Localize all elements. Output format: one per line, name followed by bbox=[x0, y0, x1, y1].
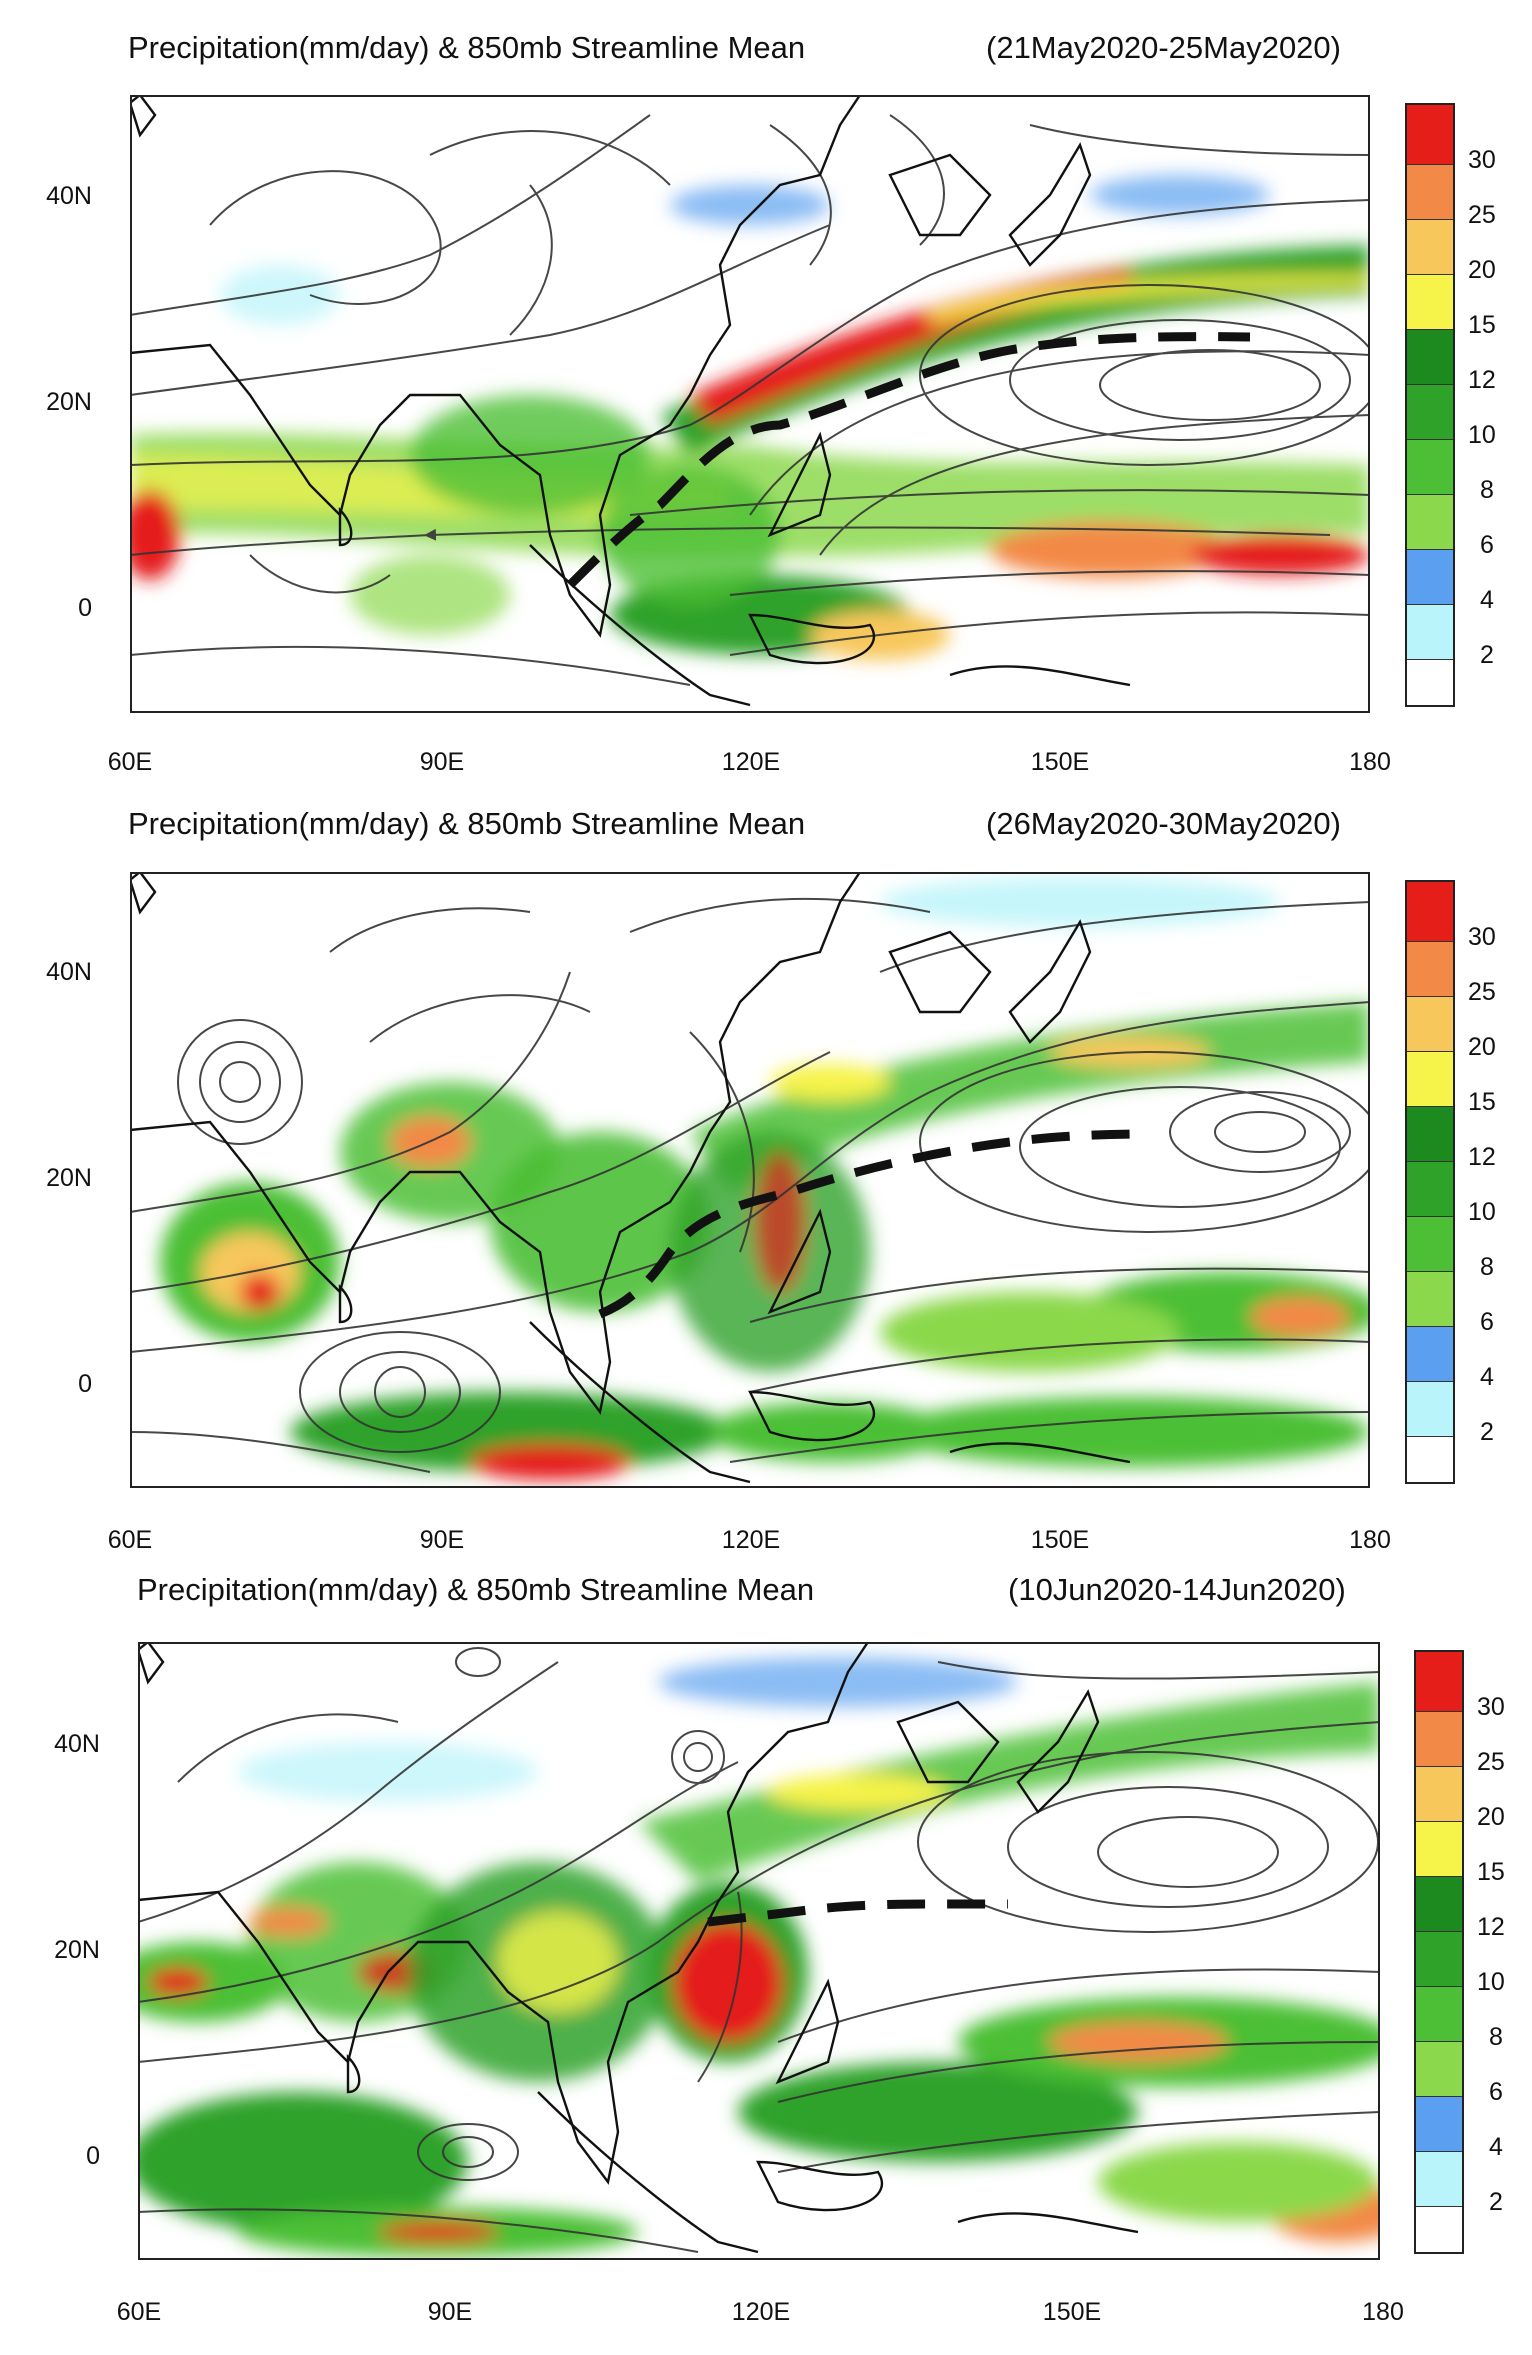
colorbar-label: 6 bbox=[1480, 1308, 1494, 1336]
colorbar bbox=[1405, 880, 1455, 1484]
colorbar-label: 10 bbox=[1468, 1198, 1496, 1226]
colorbar-label: 30 bbox=[1468, 146, 1496, 174]
map-frame bbox=[130, 872, 1370, 1488]
y-tick-label: 20N bbox=[46, 1164, 92, 1192]
coastlines bbox=[130, 95, 1131, 707]
map-frame bbox=[138, 1642, 1380, 2260]
colorbar-label: 8 bbox=[1489, 2023, 1503, 2051]
colorbar-label: 4 bbox=[1489, 2133, 1503, 2161]
coastlines bbox=[130, 872, 1131, 1484]
colorbar-label: 2 bbox=[1480, 1418, 1494, 1446]
panel-period: (26May2020-30May2020) bbox=[986, 806, 1341, 841]
colorbar bbox=[1414, 1650, 1464, 2254]
y-tick-label: 0 bbox=[78, 1370, 92, 1398]
colorbar-label: 12 bbox=[1477, 1913, 1505, 1941]
colorbar-label: 20 bbox=[1477, 1803, 1505, 1831]
panel-title: Precipitation(mm/day) & 850mb Streamline… bbox=[128, 30, 806, 65]
colorbar-label: 2 bbox=[1480, 641, 1494, 669]
x-tick-label: 90E bbox=[427, 2298, 473, 2326]
y-tick-label: 0 bbox=[86, 2142, 100, 2170]
colorbar-label: 20 bbox=[1468, 1033, 1496, 1061]
colorbar-label: 20 bbox=[1468, 256, 1496, 284]
coastlines bbox=[138, 1642, 1139, 2254]
ridge-line bbox=[707, 1899, 1008, 1927]
colorbar-label: 4 bbox=[1480, 1363, 1494, 1391]
x-tick-label: 150E bbox=[1030, 1526, 1090, 1554]
panel-title: Precipitation(mm/day) & 850mb Streamline… bbox=[137, 1572, 815, 1607]
colorbar-label: 30 bbox=[1477, 1693, 1505, 1721]
panel-title: Precipitation(mm/day) & 850mb Streamline… bbox=[128, 806, 806, 841]
panel-2: Precipitation(mm/day) & 850mb Streamline… bbox=[0, 780, 1532, 1560]
x-tick-label: 60E bbox=[116, 2298, 162, 2326]
y-tick-label: 20N bbox=[46, 388, 92, 416]
x-tick-label: 150E bbox=[1030, 748, 1090, 776]
colorbar-label: 8 bbox=[1480, 1253, 1494, 1281]
colorbar-label: 15 bbox=[1477, 1858, 1505, 1886]
y-tick-label: 40N bbox=[46, 182, 92, 210]
y-tick-label: 0 bbox=[78, 594, 92, 622]
colorbar-label: 15 bbox=[1468, 1088, 1496, 1116]
colorbar-label: 30 bbox=[1468, 923, 1496, 951]
ridge-line bbox=[598, 1129, 1151, 1319]
x-tick-label: 120E bbox=[721, 748, 781, 776]
precip-streamline-map bbox=[130, 872, 1370, 1488]
x-tick-label: 180 bbox=[1362, 2298, 1404, 2326]
x-tick-label: 180 bbox=[1349, 748, 1391, 776]
colorbar-label: 6 bbox=[1480, 531, 1494, 559]
y-tick-label: 40N bbox=[46, 958, 92, 986]
colorbar-label: 25 bbox=[1468, 978, 1496, 1006]
y-tick-label: 40N bbox=[54, 1730, 100, 1758]
streamlines bbox=[138, 1647, 1380, 2253]
colorbar-label: 12 bbox=[1468, 366, 1496, 394]
panel-1: Precipitation(mm/day) & 850mb Streamline… bbox=[0, 0, 1532, 780]
colorbar-label: 2 bbox=[1489, 2188, 1503, 2216]
streamlines bbox=[130, 114, 1370, 686]
x-tick-label: 150E bbox=[1042, 2298, 1102, 2326]
precip-streamline-map bbox=[138, 1642, 1380, 2260]
map-frame bbox=[130, 95, 1370, 713]
colorbar-label: 6 bbox=[1489, 2078, 1503, 2106]
colorbar-label: 12 bbox=[1468, 1143, 1496, 1171]
ridge-line bbox=[566, 332, 1251, 589]
colorbar bbox=[1405, 103, 1455, 707]
panel-period: (10Jun2020-14Jun2020) bbox=[1008, 1572, 1346, 1607]
colorbar-label: 15 bbox=[1468, 311, 1496, 339]
colorbar-label: 25 bbox=[1468, 201, 1496, 229]
x-tick-label: 60E bbox=[107, 748, 153, 776]
x-tick-label: 90E bbox=[419, 748, 465, 776]
x-tick-label: 90E bbox=[419, 1526, 465, 1554]
y-tick-label: 20N bbox=[54, 1936, 100, 1964]
colorbar-label: 4 bbox=[1480, 586, 1494, 614]
x-tick-label: 120E bbox=[731, 2298, 791, 2326]
x-tick-label: 180 bbox=[1349, 1526, 1391, 1554]
precipitation-shading bbox=[138, 1657, 1380, 2257]
x-tick-label: 120E bbox=[721, 1526, 781, 1554]
panel-period: (21May2020-25May2020) bbox=[986, 30, 1341, 65]
colorbar-label: 10 bbox=[1468, 421, 1496, 449]
colorbar-label: 10 bbox=[1477, 1968, 1505, 1996]
panel-3: Precipitation(mm/day) & 850mb Streamline… bbox=[0, 1560, 1532, 2355]
colorbar-label: 8 bbox=[1480, 476, 1494, 504]
precip-streamline-map bbox=[130, 95, 1370, 713]
streamlines bbox=[130, 897, 1370, 1473]
x-tick-label: 60E bbox=[107, 1526, 153, 1554]
colorbar-label: 25 bbox=[1477, 1748, 1505, 1776]
